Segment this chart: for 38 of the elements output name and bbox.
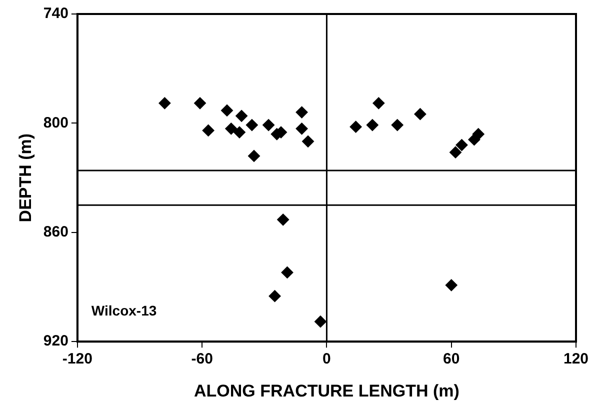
y-axis-title: DEPTH (m)	[16, 133, 35, 222]
point	[472, 128, 484, 140]
point	[246, 119, 258, 132]
point	[456, 139, 468, 152]
y-tick-label: 860	[43, 224, 68, 241]
point	[158, 97, 171, 110]
y-tick-label: 800	[43, 114, 68, 132]
point	[445, 279, 458, 292]
x-tick-label: -60	[191, 350, 213, 368]
x-axis-title: ALONG FRACTURE LENGTH (m)	[194, 381, 460, 400]
point	[350, 120, 362, 133]
point	[296, 106, 308, 118]
point	[372, 97, 385, 110]
y-tick-label: 740	[43, 5, 68, 22]
point	[221, 104, 233, 116]
point	[248, 150, 260, 162]
point	[268, 290, 281, 302]
point	[233, 126, 246, 138]
point	[225, 122, 238, 135]
point	[314, 316, 326, 328]
point	[262, 119, 275, 132]
point	[202, 124, 214, 136]
point	[296, 122, 308, 135]
x-tick-label: 60	[443, 350, 460, 368]
y-tick-label: 920	[43, 332, 68, 350]
point	[450, 146, 462, 158]
point	[302, 135, 314, 148]
point	[414, 108, 426, 120]
x-tick-label: -120	[62, 350, 92, 368]
point	[281, 266, 294, 278]
point	[366, 119, 378, 132]
point	[391, 119, 404, 132]
point	[236, 110, 248, 122]
point	[194, 97, 206, 110]
point	[277, 214, 290, 226]
x-tick-label: 120	[563, 350, 589, 368]
x-tick-label: 0	[322, 350, 331, 368]
annotation: Wilcox-13	[91, 302, 157, 319]
